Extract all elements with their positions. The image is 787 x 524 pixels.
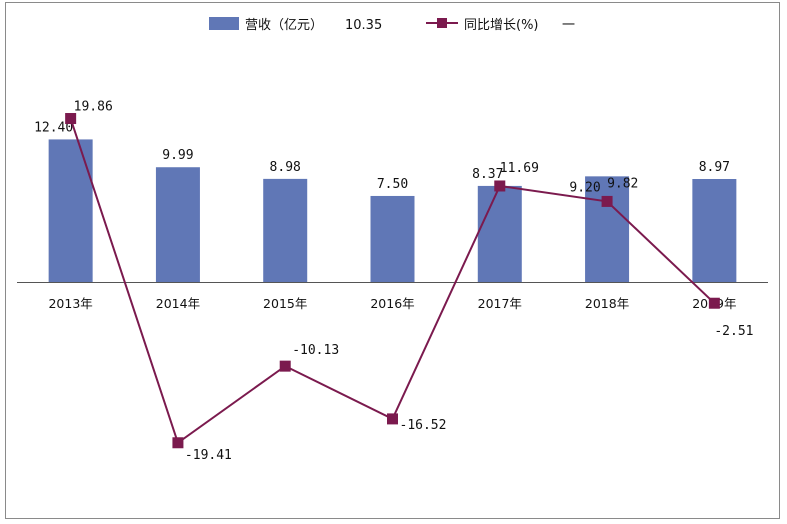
line-point-2 — [172, 437, 184, 449]
bar-value-label: 12.40 — [34, 120, 73, 135]
category-tick-label: 2014年 — [156, 296, 200, 311]
line-point-5 — [494, 180, 506, 192]
category-tick-label: 2016年 — [370, 296, 414, 311]
legend: 营收（亿元） 10.35 同比增长(%) 一 — [209, 17, 575, 33]
line-value-label: -10.13 — [292, 343, 339, 358]
bar-value-label: 7.50 — [377, 177, 408, 192]
line-value-label: 9.82 — [607, 176, 638, 191]
bar-value-label: 9.99 — [162, 148, 193, 163]
bar-2 — [155, 167, 200, 283]
bar-1 — [48, 139, 93, 283]
bar-5 — [477, 185, 522, 283]
category-tick-label: 2013年 — [48, 296, 92, 311]
line-point-7 — [708, 297, 720, 309]
line-point-6 — [601, 195, 613, 207]
bar-value-label: 8.98 — [270, 160, 301, 175]
line-value-label: -16.52 — [400, 418, 447, 433]
line-value-label: -19.41 — [185, 448, 232, 463]
legend-bar-label: 营收（亿元） — [245, 18, 323, 33]
category-tick-label: 2017年 — [478, 296, 522, 311]
bar-series: 12.40 9.99 8.98 7.50 8.37 9.20 8.97 — [34, 120, 737, 283]
category-axis: 2013年2014年2015年2016年2017年2018年2019年 — [48, 296, 736, 311]
legend-line-extra: 一 — [562, 18, 575, 33]
legend-bar-swatch — [209, 17, 239, 30]
category-tick-label: 2015年 — [263, 296, 307, 311]
category-tick-label: 2018年 — [585, 296, 629, 311]
line-point-4 — [387, 413, 398, 425]
bar-7 — [692, 179, 737, 283]
line-point-1 — [65, 113, 77, 125]
line-value-label: -2.51 — [714, 324, 753, 339]
legend-line-label: 同比增长(%) — [464, 18, 539, 33]
legend-bar-extra: 10.35 — [345, 18, 382, 33]
line-value-label: 19.86 — [74, 100, 113, 115]
bar-3 — [263, 178, 308, 283]
bar-6 — [585, 176, 630, 283]
line-series: 19.86 -19.41 -10.13 -16.52 11.69 9.82 -2.51 — [65, 100, 753, 463]
line-point-3 — [279, 360, 291, 372]
bar-4 — [370, 195, 415, 283]
legend-line-marker — [437, 18, 447, 28]
line-value-label: 11.69 — [500, 161, 539, 176]
bar-value-label: 8.97 — [699, 160, 730, 175]
bar-value-label: 9.20 — [569, 180, 600, 195]
bar-value-label: 8.37 — [472, 167, 503, 182]
